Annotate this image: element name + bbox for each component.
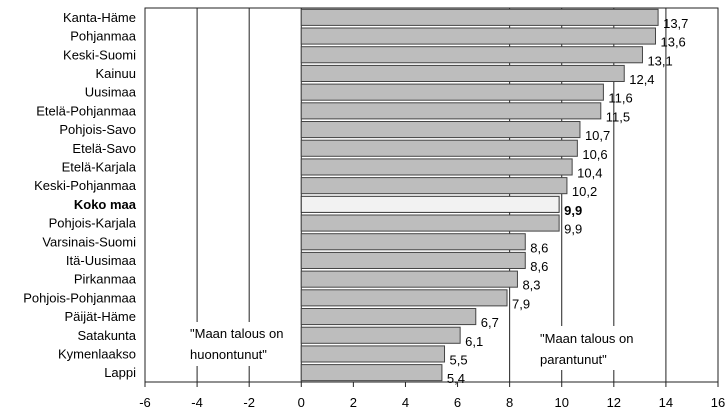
annotation-right-line-2: parantunut"	[540, 352, 607, 367]
annotation-right-line-1: "Maan talous on	[540, 331, 634, 346]
value-label: 10,4	[577, 165, 602, 180]
bar	[300, 158, 573, 176]
category-label: Etelä-Savo	[72, 141, 136, 156]
category-labels: Kanta-Häme Pohjanmaa Keski-Suomi Kainuu Uusi…	[23, 10, 137, 380]
value-label: 9,9	[564, 222, 582, 237]
bar	[300, 121, 581, 139]
bar	[300, 345, 446, 363]
value-label: 8,6	[530, 259, 548, 274]
annotation-left-line-1: "Maan talous on	[190, 326, 284, 341]
value-label: 10,2	[572, 184, 597, 199]
value-label: 13,7	[663, 16, 688, 31]
category-label: Keski-Pohjanmaa	[34, 178, 137, 193]
value-label: 10,7	[585, 128, 610, 143]
bar	[300, 64, 625, 82]
bar	[300, 233, 526, 251]
bar	[300, 308, 477, 326]
value-label: 10,6	[582, 147, 607, 162]
bar	[300, 364, 443, 382]
value-label: 13,1	[647, 53, 672, 68]
x-tick-label: 16	[711, 395, 725, 410]
value-label: 8,6	[530, 240, 548, 255]
bar	[300, 102, 602, 120]
annotation-left-line-2: huonontunut"	[190, 347, 267, 362]
x-tick-label: 2	[350, 395, 357, 410]
x-tick-label: 6	[454, 395, 461, 410]
bar	[300, 8, 659, 26]
x-tick-label: 0	[298, 395, 305, 410]
bar	[300, 177, 568, 195]
category-label: Pirkanmaa	[74, 272, 137, 287]
bar	[300, 83, 604, 101]
x-tick-label: 8	[506, 395, 513, 410]
bar	[300, 139, 578, 157]
x-tick-label: -2	[243, 395, 255, 410]
value-label: 6,1	[465, 334, 483, 349]
annotation-left-bg	[186, 322, 298, 366]
category-label: Itä-Uusimaa	[66, 253, 137, 268]
x-tick-label: 10	[554, 395, 568, 410]
category-label: Päijät-Häme	[64, 309, 136, 324]
bar	[300, 27, 656, 45]
category-label: Uusimaa	[85, 85, 137, 100]
value-label: 11,5	[606, 109, 630, 124]
value-label: 13,6	[660, 35, 685, 50]
annotation-right-bg	[537, 326, 657, 370]
value-label: 7,9	[512, 296, 530, 311]
bars	[300, 8, 659, 382]
category-label: Satakunta	[77, 328, 136, 343]
category-label: Kanta-Häme	[63, 10, 136, 25]
category-label: Pohjois-Savo	[59, 122, 136, 137]
category-label: Keski-Suomi	[63, 47, 136, 62]
bar	[300, 270, 518, 288]
bar	[300, 326, 461, 344]
category-label: Lappi	[104, 365, 136, 380]
category-label: Pohjois-Pohjanmaa	[23, 290, 137, 305]
x-tick-label: 12	[607, 395, 621, 410]
value-label: 11,6	[608, 91, 632, 106]
bar	[300, 195, 560, 213]
value-labels: 13,7 13,6 13,1 12,4 11,6 11,5 10,7 10,6 10,4 10,2…	[447, 16, 688, 386]
plot-frame	[144, 7, 719, 383]
bar	[300, 46, 643, 64]
category-label: Varsinais-Suomi	[42, 234, 136, 249]
x-tick-label: -6	[139, 395, 151, 410]
value-label: 6,7	[481, 315, 499, 330]
category-label: Koko maa	[74, 197, 137, 212]
x-axis-ticks: -6 -4 -2 0 2 4 6 8 10 12 14 16	[139, 382, 725, 410]
category-label: Etelä-Pohjanmaa	[36, 103, 136, 118]
category-label: Pohjanmaa	[70, 29, 137, 44]
value-label: 9,9	[564, 203, 582, 218]
bar	[300, 251, 526, 269]
category-label: Etelä-Karjala	[62, 159, 137, 174]
bar	[300, 214, 560, 232]
x-tick-label: 4	[402, 395, 409, 410]
value-label: 12,4	[629, 72, 654, 87]
value-label: 8,3	[522, 278, 540, 293]
annotations: "Maan talous on huonontunut" "Maan talou…	[186, 322, 657, 370]
value-label: 5,5	[450, 352, 468, 367]
x-tick-label: 14	[659, 395, 673, 410]
value-label: 5,4	[447, 371, 465, 386]
category-label: Pohjois-Karjala	[49, 216, 137, 231]
x-tick-label: -4	[191, 395, 203, 410]
category-label: Kymenlaakso	[58, 346, 136, 361]
bar	[300, 289, 508, 307]
category-label: Kainuu	[96, 66, 136, 81]
